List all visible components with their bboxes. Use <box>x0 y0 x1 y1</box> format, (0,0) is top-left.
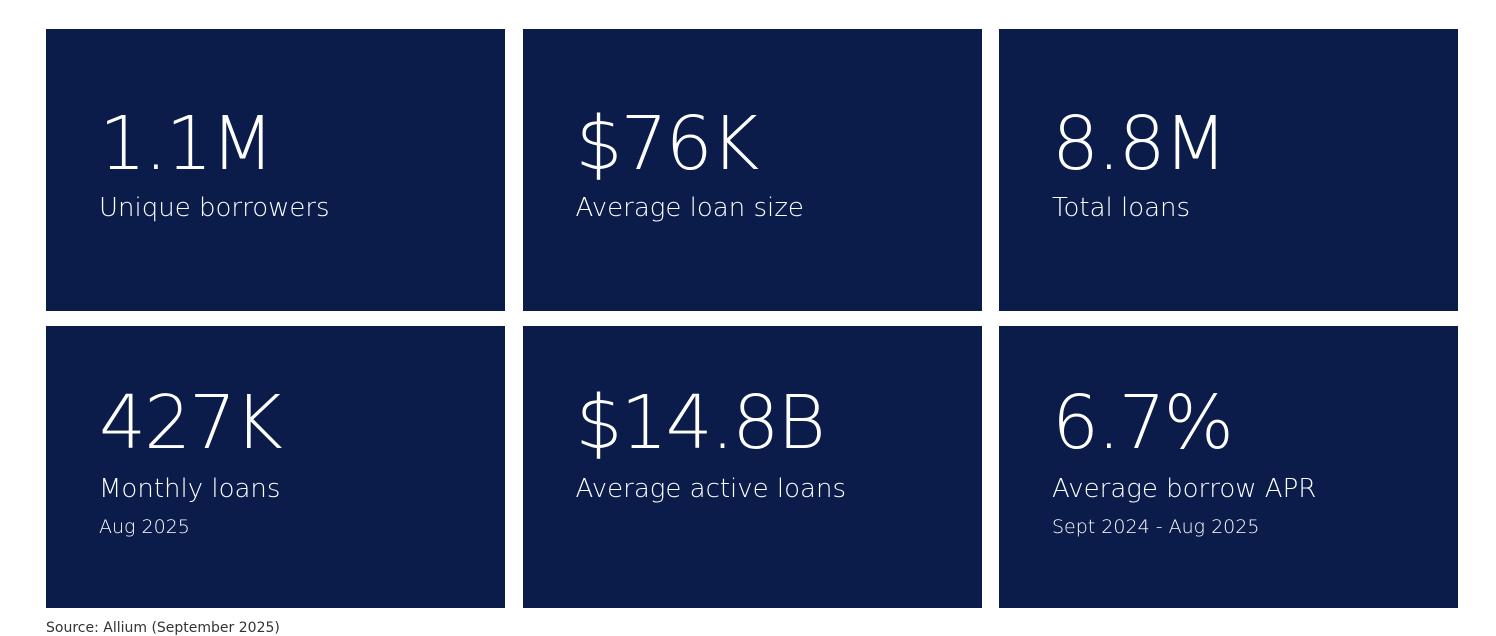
stat-note: Aug 2025 <box>99 516 190 538</box>
stat-value: 6.7% <box>1052 380 1234 466</box>
source-note: Source: Allium (September 2025) <box>46 620 280 636</box>
stat-card: 1.1M Unique borrowers <box>46 29 505 311</box>
stat-value: $76K <box>575 101 760 187</box>
stat-value: 427K <box>99 380 283 466</box>
stat-card: 8.8M Total loans <box>999 29 1458 311</box>
stats-grid: 1.1M Unique borrowers $76K Average loan siz… <box>46 29 1458 608</box>
stat-card: 6.7% Average borrow APR Sept 2024 - Aug 20… <box>999 326 1458 608</box>
stat-label: Monthly loans <box>99 474 281 504</box>
stat-label: Average active loans <box>575 474 847 504</box>
stat-card: $76K Average loan size <box>522 29 982 311</box>
stat-value: $14.8B <box>575 380 826 466</box>
stat-label: Average loan size <box>575 193 804 223</box>
stat-label: Total loans <box>1052 193 1191 223</box>
stat-card: $14.8B Average active loans <box>522 326 982 608</box>
stat-value: 1.1M <box>99 101 275 187</box>
stat-label: Average borrow APR <box>1052 474 1317 504</box>
stat-label: Unique borrowers <box>99 193 330 223</box>
stat-value: 8.8M <box>1052 101 1228 187</box>
stat-note: Sept 2024 - Aug 2025 <box>1052 516 1260 538</box>
stat-card: 427K Monthly loans Aug 2025 <box>46 326 505 608</box>
